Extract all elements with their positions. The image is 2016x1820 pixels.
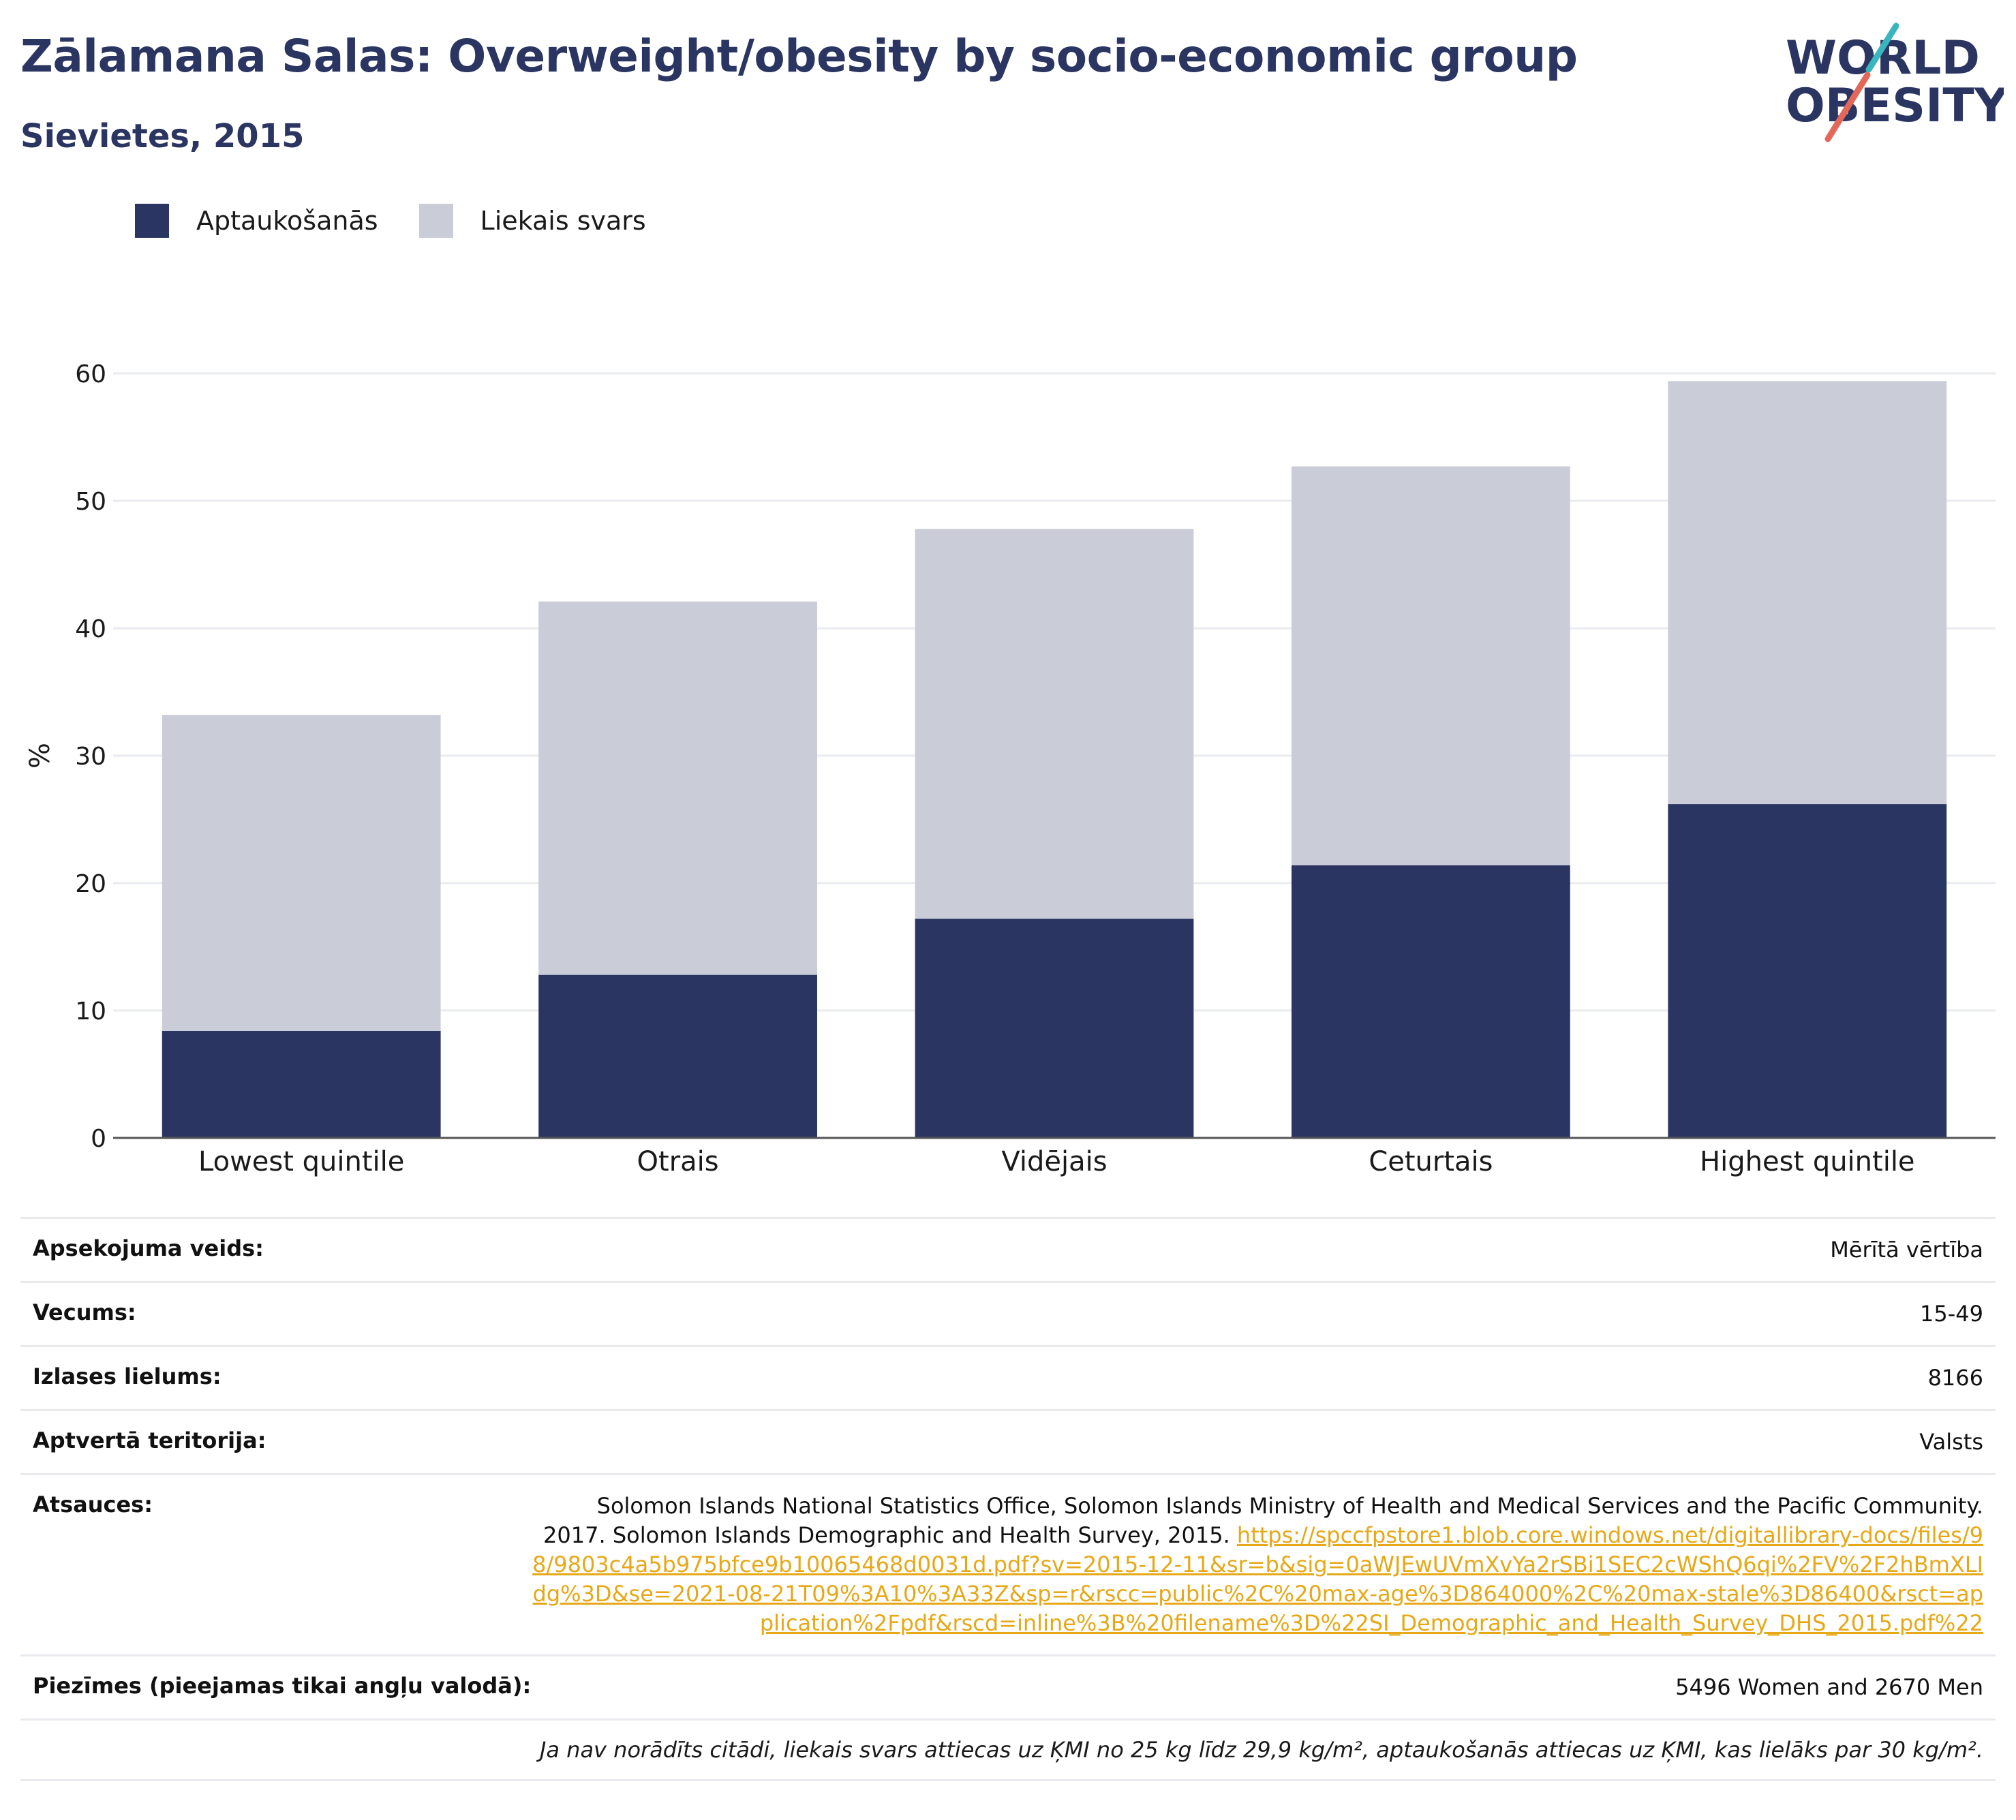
sample-size-value: 8166 <box>1927 1365 1983 1391</box>
definition-note: Ja nav norādīts citādi, liekais svars at… <box>539 1737 1983 1763</box>
meta-bottom-rule <box>20 1779 1996 1781</box>
references-link[interactable]: https://spccfpstore1.blob.core.windows.n… <box>532 1522 1983 1636</box>
sample-size-label: Izlases lielums: <box>33 1363 222 1389</box>
y-axis-label: % <box>25 743 56 769</box>
x-category-label: Otrais <box>637 1146 719 1177</box>
y-tick-label: 10 <box>75 998 106 1025</box>
logo-text-world: WORLD <box>1786 31 1980 85</box>
bar-obesity-4 <box>1668 804 1947 1138</box>
y-tick-label: 20 <box>75 870 106 898</box>
bar-obesity-0 <box>162 1030 441 1138</box>
references-text: Solomon Islands National Statistics Offi… <box>543 1493 1983 1548</box>
meta-row-survey-type: Apsekojuma veids: Mērītā vērtība <box>20 1217 1996 1281</box>
meta-row-age: Vecums: 15-49 <box>20 1281 1996 1345</box>
notes-value: 5496 Women and 2670 Men <box>1675 1674 1983 1700</box>
chart-subtitle: Sievietes, 2015 <box>20 117 305 155</box>
survey-type-label: Apsekojuma veids: <box>33 1235 264 1261</box>
meta-row-references: Atsauces: Solomon Islands National Stati… <box>20 1473 1996 1654</box>
meta-row-sample-size: Izlases lielums: 8166 <box>20 1345 1996 1409</box>
y-tick-label: 60 <box>75 360 106 388</box>
legend-label-obesity: Aptaukošanās <box>196 206 378 236</box>
bar-overweight-4 <box>1668 381 1947 805</box>
bar-overweight-2 <box>915 529 1194 919</box>
y-tick-label: 50 <box>75 488 106 516</box>
logo-slash-red <box>1824 72 1871 142</box>
y-tick-label: 30 <box>75 743 106 771</box>
survey-type-value: Mērītā vērtība <box>1830 1237 1983 1263</box>
references-label: Atsauces: <box>33 1492 153 1517</box>
bar-overweight-3 <box>1292 466 1570 865</box>
x-category-label: Vidējais <box>1001 1146 1107 1177</box>
world-obesity-logo: WORLD OBESITY <box>1786 22 2004 142</box>
meta-row-notes: Piezīmes (pieejamas tikai angļu valodā):… <box>20 1654 1996 1718</box>
coverage-label: Aptvertā teritorija: <box>33 1428 266 1453</box>
y-tick-label: 40 <box>75 615 106 643</box>
bar-overweight-1 <box>538 601 817 975</box>
coverage-value: Valsts <box>1919 1429 1983 1455</box>
x-category-label: Highest quintile <box>1700 1146 1915 1177</box>
meta-row-coverage: Aptvertā teritorija: Valsts <box>20 1409 1996 1473</box>
references-value: Solomon Islands National Statistics Offi… <box>532 1492 1983 1638</box>
chart-legend: Aptaukošanās Liekais svars <box>135 200 687 241</box>
legend-item-overweight: Liekais svars <box>418 204 646 238</box>
age-label: Vecums: <box>33 1299 136 1325</box>
legend-item-obesity: Aptaukošanās <box>135 204 378 238</box>
bar-obesity-1 <box>538 974 817 1138</box>
x-category-label: Ceturtais <box>1369 1146 1493 1177</box>
legend-label-overweight: Liekais svars <box>480 206 646 236</box>
logo-slash-teal <box>1865 22 1899 73</box>
bar-overweight-0 <box>162 715 441 1031</box>
y-tick-label: 0 <box>91 1125 106 1153</box>
legend-swatch-obesity <box>135 204 169 238</box>
meta-row-definition: Ja nav norādīts citādi, liekais svars at… <box>20 1718 1996 1779</box>
bar-chart: 0 10 20 30 40 50 60% Lowest quintile Otrais Vidēj… <box>25 360 1996 1177</box>
x-category-label: Lowest quintile <box>198 1146 404 1177</box>
age-value: 15-49 <box>1920 1301 1983 1327</box>
metadata-table: Apsekojuma veids: Mērītā vērtība Vecums:… <box>20 1217 1996 1781</box>
bar-obesity-2 <box>915 919 1194 1138</box>
notes-label: Piezīmes (pieejamas tikai angļu valodā): <box>33 1673 532 1699</box>
bar-obesity-3 <box>1292 865 1570 1138</box>
chart-title: Zālamana Salas: Overweight/obesity by so… <box>20 30 1578 82</box>
legend-swatch-overweight <box>418 204 453 238</box>
logo-text-obesity: OBESITY <box>1786 79 2004 133</box>
